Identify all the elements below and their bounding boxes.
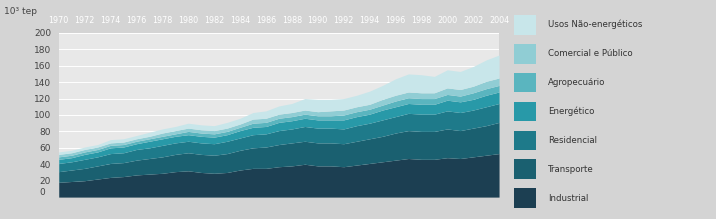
- Text: 1982: 1982: [204, 16, 224, 25]
- FancyBboxPatch shape: [514, 131, 536, 150]
- Text: 2004: 2004: [489, 16, 509, 25]
- Text: 1980: 1980: [178, 16, 198, 25]
- FancyBboxPatch shape: [514, 44, 536, 64]
- Text: 1972: 1972: [74, 16, 95, 25]
- Text: 1990: 1990: [308, 16, 328, 25]
- FancyBboxPatch shape: [514, 15, 536, 35]
- Text: 1992: 1992: [334, 16, 354, 25]
- Text: Industrial: Industrial: [548, 194, 589, 203]
- Text: 0: 0: [40, 188, 46, 197]
- Text: 2002: 2002: [463, 16, 483, 25]
- FancyBboxPatch shape: [514, 159, 536, 179]
- Text: 2000: 2000: [437, 16, 458, 25]
- Text: Energético: Energético: [548, 107, 594, 116]
- Text: 1986: 1986: [256, 16, 276, 25]
- Text: 1994: 1994: [359, 16, 379, 25]
- Text: Residencial: Residencial: [548, 136, 597, 145]
- Text: 1978: 1978: [153, 16, 173, 25]
- Text: Comercial e Público: Comercial e Público: [548, 49, 633, 58]
- FancyBboxPatch shape: [514, 73, 536, 92]
- Text: 1996: 1996: [385, 16, 405, 25]
- Text: Transporte: Transporte: [548, 165, 594, 174]
- Text: 1974: 1974: [100, 16, 120, 25]
- Text: 10³ tep: 10³ tep: [4, 7, 37, 16]
- FancyBboxPatch shape: [514, 102, 536, 121]
- Text: 1970: 1970: [49, 16, 69, 25]
- Text: 1976: 1976: [126, 16, 147, 25]
- Text: 1984: 1984: [230, 16, 250, 25]
- FancyBboxPatch shape: [514, 188, 536, 208]
- Text: Agropecuário: Agropecuário: [548, 78, 606, 87]
- Text: 1988: 1988: [282, 16, 302, 25]
- Text: 1998: 1998: [411, 16, 432, 25]
- Text: Usos Não-energéticos: Usos Não-energéticos: [548, 20, 642, 30]
